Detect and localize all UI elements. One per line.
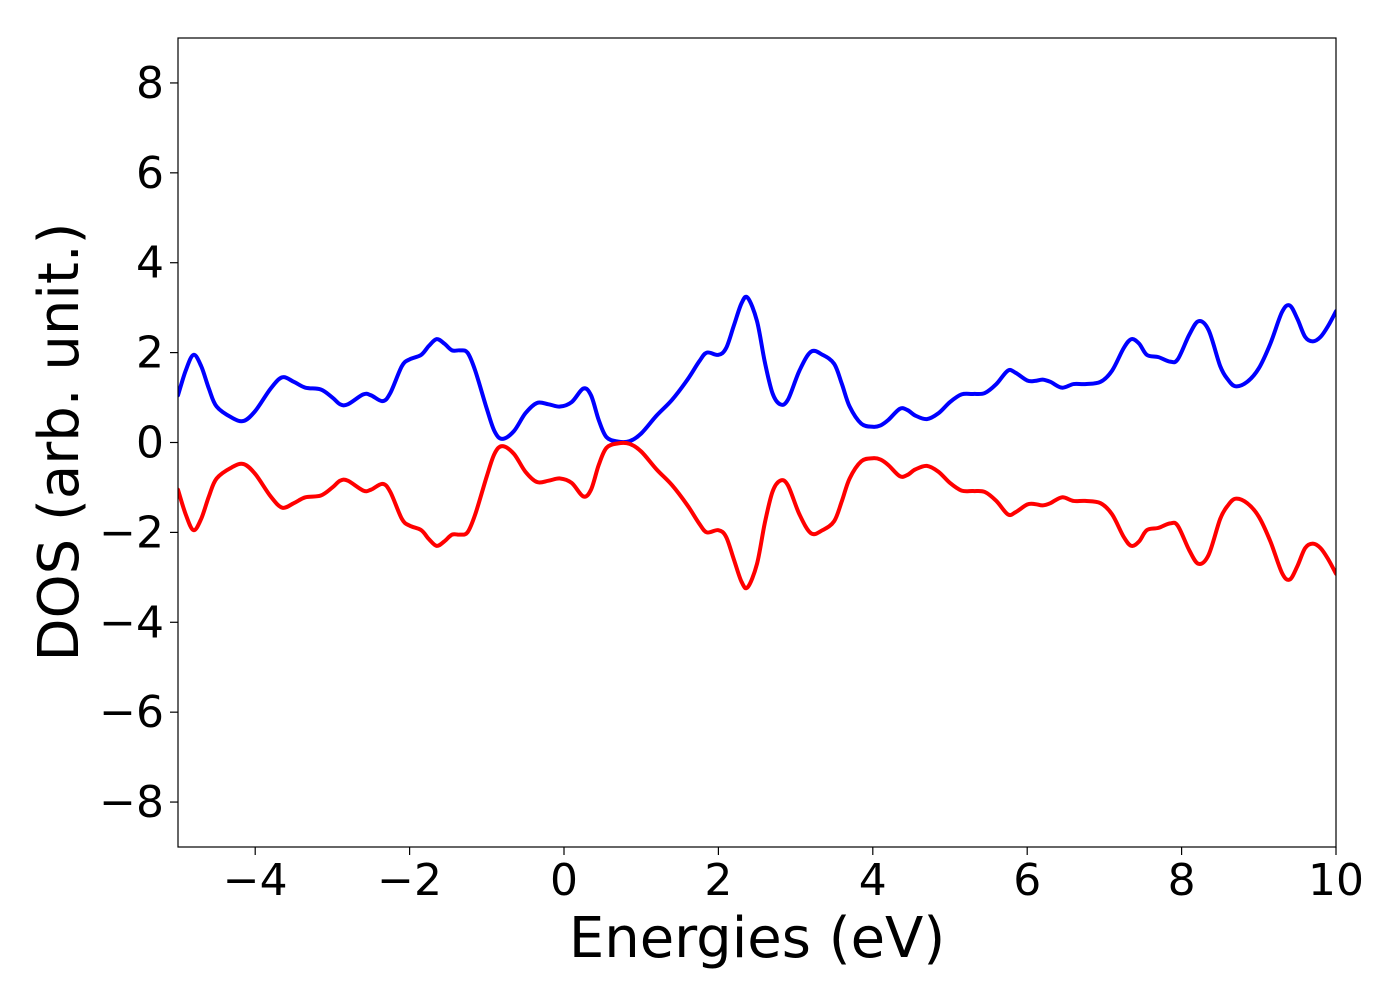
x-tick-label: 10 — [1308, 855, 1364, 906]
x-tick-label: 0 — [550, 855, 578, 906]
y-axis: −8 −6 −4 −2 0 2 4 6 8 — [99, 58, 178, 828]
series-layer — [178, 294, 1336, 591]
x-tick-label: −2 — [377, 855, 442, 906]
x-tick-label: 2 — [704, 855, 732, 906]
y-tick-label: −2 — [99, 507, 164, 558]
x-tick-label: 4 — [859, 855, 887, 906]
y-tick-label: 0 — [136, 418, 164, 469]
y-tick-label: −4 — [99, 597, 164, 648]
series-line-blue — [178, 294, 1336, 445]
x-tick-label: 8 — [1168, 855, 1196, 906]
y-tick-label: 6 — [136, 148, 164, 199]
x-axis-title: Energies (eV) — [569, 906, 945, 971]
y-tick-label: −6 — [99, 687, 164, 738]
x-tick-label: −4 — [223, 855, 288, 906]
series-line-red — [178, 440, 1336, 591]
x-tick-label: 6 — [1013, 855, 1041, 906]
x-axis: −4 −2 0 2 4 6 8 10 — [223, 847, 1364, 906]
y-tick-label: −8 — [99, 777, 164, 828]
y-axis-title: DOS (arb. unit.) — [27, 222, 92, 661]
y-tick-label: 4 — [136, 238, 164, 289]
y-tick-label: 2 — [136, 328, 164, 379]
y-tick-label: 8 — [136, 58, 164, 109]
